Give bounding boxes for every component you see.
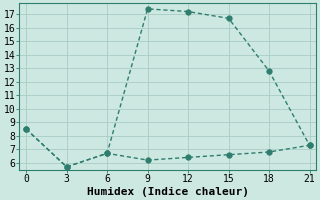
X-axis label: Humidex (Indice chaleur): Humidex (Indice chaleur) (87, 186, 249, 197)
